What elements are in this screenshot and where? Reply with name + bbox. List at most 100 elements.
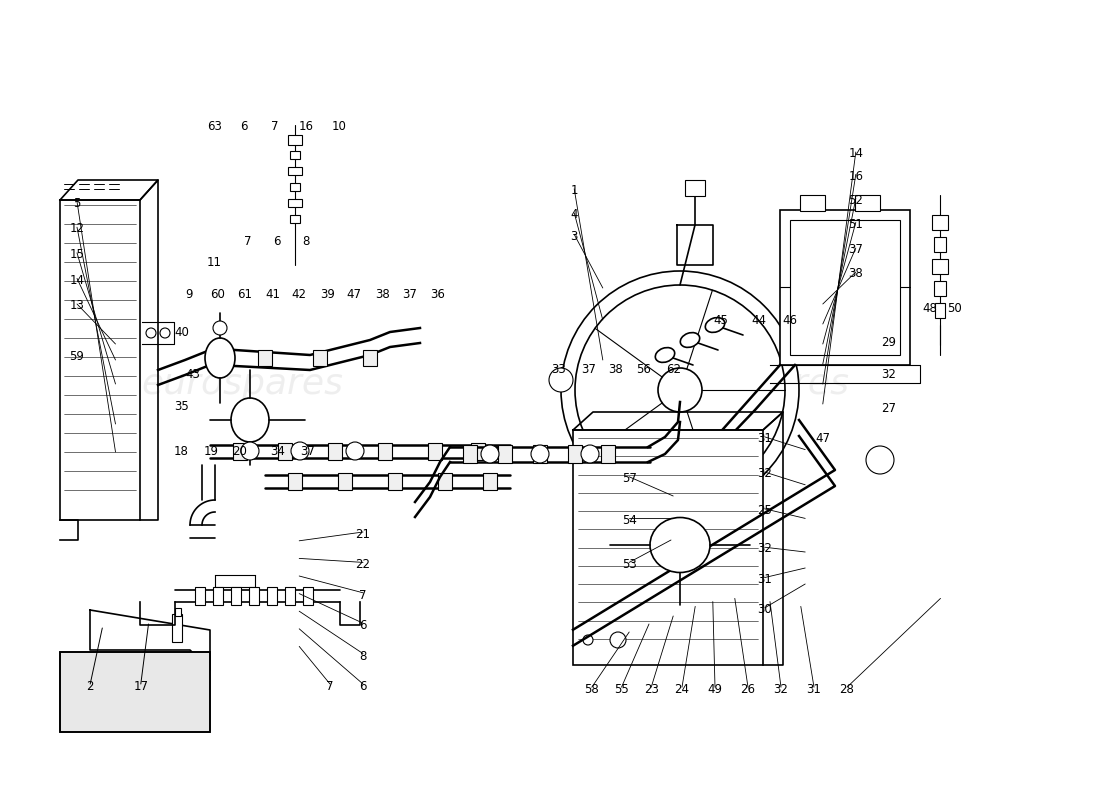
Text: 48: 48: [922, 302, 937, 314]
Text: 1: 1: [571, 184, 578, 197]
Text: 15: 15: [69, 248, 85, 261]
Bar: [302, 587, 313, 605]
Bar: [363, 350, 377, 366]
Bar: [471, 443, 485, 460]
Bar: [60, 652, 210, 732]
Text: 33: 33: [551, 363, 566, 376]
Bar: [568, 445, 582, 463]
Text: 8: 8: [302, 235, 309, 248]
Text: 32: 32: [881, 368, 896, 381]
Bar: [288, 199, 302, 207]
Text: 55: 55: [614, 683, 629, 696]
Bar: [428, 443, 442, 460]
Text: 17: 17: [133, 680, 148, 693]
Circle shape: [549, 368, 573, 392]
Text: 39: 39: [320, 288, 336, 301]
Circle shape: [575, 285, 785, 495]
Text: 19: 19: [204, 445, 219, 458]
Bar: [290, 151, 300, 159]
Text: eurospares: eurospares: [141, 367, 343, 401]
Text: 62: 62: [666, 363, 681, 376]
Text: 23: 23: [644, 683, 659, 696]
Circle shape: [866, 446, 894, 474]
Text: 25: 25: [757, 504, 772, 517]
Text: 14: 14: [848, 147, 864, 160]
Text: 57: 57: [621, 472, 637, 485]
Text: eurospares: eurospares: [647, 367, 849, 401]
Text: 60: 60: [210, 288, 225, 301]
Text: 44: 44: [751, 314, 767, 326]
Bar: [378, 443, 392, 460]
Text: 37: 37: [581, 363, 596, 376]
Text: 40: 40: [174, 326, 189, 338]
Bar: [172, 614, 182, 642]
Bar: [463, 445, 477, 463]
Text: 28: 28: [839, 683, 855, 696]
Bar: [780, 210, 910, 365]
Text: 13: 13: [69, 299, 85, 312]
Text: 4: 4: [571, 208, 578, 221]
Text: 6: 6: [241, 120, 248, 133]
Bar: [285, 587, 295, 605]
Text: 49: 49: [707, 683, 723, 696]
Bar: [932, 259, 948, 274]
Text: 58: 58: [584, 683, 600, 696]
Bar: [290, 183, 300, 191]
Text: 7: 7: [272, 120, 278, 133]
Bar: [934, 281, 946, 296]
Text: 3: 3: [571, 230, 578, 242]
Circle shape: [160, 328, 170, 338]
Bar: [438, 473, 452, 490]
Text: 47: 47: [346, 288, 362, 301]
Bar: [314, 350, 327, 366]
Text: 43: 43: [185, 368, 200, 381]
Text: 53: 53: [621, 558, 637, 570]
Bar: [935, 303, 945, 318]
Text: 52: 52: [848, 194, 864, 206]
Text: 50: 50: [947, 302, 962, 314]
Text: 24: 24: [674, 683, 690, 696]
Text: 36: 36: [430, 288, 446, 301]
Ellipse shape: [680, 333, 700, 347]
Text: 16: 16: [848, 170, 864, 182]
Text: 11: 11: [207, 256, 222, 269]
Text: 7: 7: [244, 235, 251, 248]
Text: 31: 31: [757, 573, 772, 586]
Text: 9: 9: [186, 288, 192, 301]
Text: 27: 27: [881, 402, 896, 414]
Bar: [231, 587, 241, 605]
Text: 47: 47: [815, 432, 830, 445]
Bar: [195, 587, 205, 605]
Text: 10: 10: [331, 120, 346, 133]
Circle shape: [146, 328, 156, 338]
Bar: [60, 200, 140, 520]
Text: 32: 32: [773, 683, 789, 696]
Text: 35: 35: [174, 400, 189, 413]
Text: 26: 26: [740, 683, 756, 696]
Text: 38: 38: [848, 267, 864, 280]
Circle shape: [213, 321, 227, 335]
Circle shape: [583, 635, 593, 645]
Bar: [790, 220, 900, 355]
Text: 38: 38: [608, 363, 624, 376]
Bar: [388, 473, 401, 490]
Bar: [290, 215, 300, 223]
Text: 37: 37: [848, 243, 864, 256]
Text: 2: 2: [87, 680, 94, 693]
Text: 31: 31: [757, 432, 772, 445]
Bar: [267, 587, 277, 605]
Text: 54: 54: [621, 514, 637, 526]
Text: 38: 38: [375, 288, 390, 301]
Bar: [288, 473, 302, 490]
Bar: [213, 587, 223, 605]
Text: 12: 12: [69, 222, 85, 235]
Circle shape: [292, 442, 309, 460]
Bar: [338, 473, 352, 490]
Text: 46: 46: [782, 314, 797, 326]
Ellipse shape: [705, 318, 725, 333]
Circle shape: [583, 450, 593, 460]
Text: 61: 61: [236, 288, 252, 301]
Ellipse shape: [231, 398, 270, 442]
Circle shape: [561, 271, 799, 509]
Bar: [60, 652, 210, 732]
